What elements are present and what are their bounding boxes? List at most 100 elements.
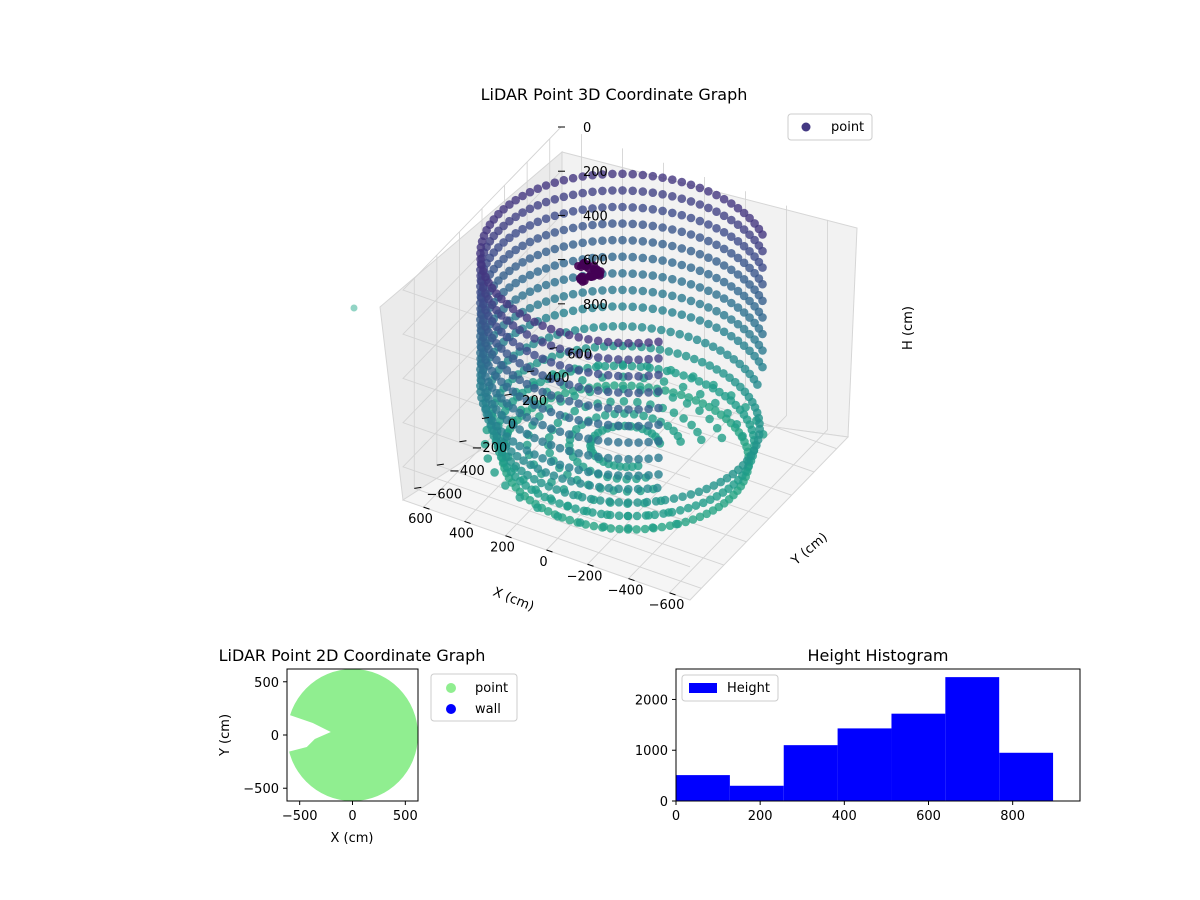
- point-marker: [541, 313, 551, 323]
- point-marker: [540, 396, 549, 406]
- point-marker: [686, 197, 696, 206]
- point-marker: [577, 492, 587, 502]
- x-tick: [669, 592, 676, 596]
- point-marker: [648, 188, 658, 197]
- point-marker: [708, 383, 718, 393]
- point-marker: [658, 272, 667, 282]
- point-marker: [541, 280, 551, 290]
- point-marker: [686, 230, 696, 239]
- point-marker: [541, 264, 551, 273]
- point-marker: [618, 169, 627, 179]
- point-marker: [599, 522, 609, 531]
- point-marker: [505, 266, 514, 276]
- x-tick-label: 0: [539, 555, 547, 570]
- point-marker: [739, 291, 749, 301]
- point-marker: [633, 498, 642, 507]
- point-marker: [508, 354, 518, 363]
- point-marker: [603, 370, 613, 380]
- point-marker: [481, 272, 490, 282]
- point-marker: [676, 390, 686, 400]
- point-marker: [530, 350, 539, 360]
- point-marker: [618, 202, 627, 212]
- point-marker: [658, 173, 667, 182]
- point-marker: [515, 425, 524, 434]
- point-marker: [515, 441, 524, 451]
- point-marker: [719, 327, 729, 337]
- point-marker: [530, 383, 539, 393]
- point-marker: [627, 381, 636, 391]
- point-marker: [712, 306, 721, 316]
- point-marker: [719, 228, 729, 237]
- point-marker: [590, 343, 600, 352]
- point-marker: [568, 273, 578, 282]
- point-marker: [538, 387, 547, 397]
- point-marker: [733, 336, 743, 346]
- x-tick-label: 400: [449, 526, 474, 541]
- x-tick-label-2d: 0: [348, 809, 356, 824]
- point-marker: [669, 408, 679, 418]
- y-tick: [414, 486, 422, 489]
- point-marker: [518, 191, 527, 201]
- z-tick-label: 600: [583, 254, 608, 269]
- point-marker: [522, 429, 532, 439]
- x-tick: [628, 578, 635, 582]
- point-marker: [538, 354, 547, 364]
- point-marker: [690, 354, 699, 364]
- point-marker: [712, 224, 721, 233]
- point-marker: [606, 524, 616, 533]
- point-marker: [502, 382, 512, 392]
- point-marker: [745, 346, 754, 356]
- point-marker: [565, 515, 575, 525]
- point-marker: [515, 493, 525, 502]
- point-marker: [677, 260, 687, 270]
- point-marker: [695, 200, 705, 209]
- point-marker: [593, 436, 603, 445]
- point-marker: [599, 322, 608, 332]
- point-marker: [570, 326, 580, 335]
- point-marker: [677, 194, 687, 203]
- histogram-bar: [729, 785, 784, 801]
- point-marker: [632, 511, 642, 521]
- y-tick-label: −600: [426, 487, 462, 502]
- point-marker: [722, 473, 732, 483]
- point-marker: [628, 286, 637, 295]
- point-marker: [618, 361, 628, 371]
- point-marker: [511, 295, 520, 304]
- point-marker: [648, 205, 658, 214]
- point-marker: [598, 219, 607, 229]
- point-marker: [533, 184, 543, 193]
- x-tick: [587, 563, 594, 567]
- point-marker: [559, 242, 569, 251]
- legend-label-wall-2d: wall: [475, 702, 501, 717]
- point-marker: [704, 236, 713, 246]
- point-marker: [677, 293, 687, 303]
- plot3d-title: LiDAR Point 3D Coordinate Graph: [481, 85, 748, 104]
- point-marker: [614, 511, 624, 520]
- point-marker: [739, 225, 749, 234]
- point-marker: [623, 498, 633, 507]
- point-marker: [578, 221, 587, 231]
- x-tick-label-2d: 500: [393, 809, 418, 824]
- point-marker: [541, 468, 550, 477]
- point-marker: [648, 304, 658, 314]
- point-marker: [550, 294, 560, 304]
- point-marker: [522, 346, 532, 356]
- point-marker: [508, 321, 518, 330]
- point-marker: [701, 338, 710, 348]
- z-axis-label-3d: H (cm): [901, 306, 916, 350]
- point-marker: [559, 175, 569, 185]
- point-marker: [669, 426, 678, 436]
- grid-x: [423, 134, 582, 508]
- point-marker: [614, 388, 623, 397]
- point-marker: [511, 212, 520, 222]
- point-marker: [578, 205, 587, 214]
- point-marker: [600, 411, 610, 420]
- point-marker: [515, 342, 524, 351]
- point-marker: [614, 438, 623, 447]
- point-marker: [733, 319, 743, 329]
- point-marker: [701, 380, 711, 389]
- histogram: Height Histogram 0 200 400 600 800010002000 …: [635, 646, 1081, 824]
- point-marker: [564, 413, 574, 423]
- point-marker: [502, 399, 512, 408]
- point-marker: [574, 366, 583, 375]
